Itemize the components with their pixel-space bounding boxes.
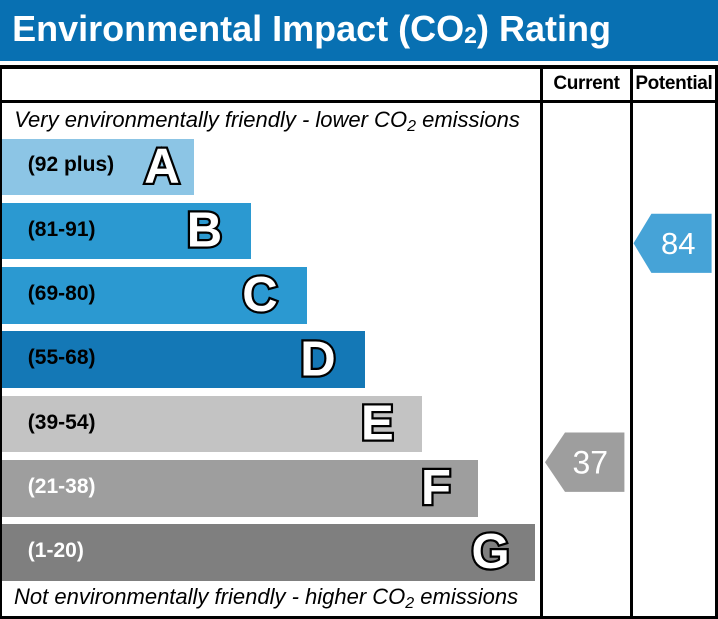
svg-text:37: 37 [573, 444, 609, 480]
svg-text:84: 84 [661, 226, 695, 261]
